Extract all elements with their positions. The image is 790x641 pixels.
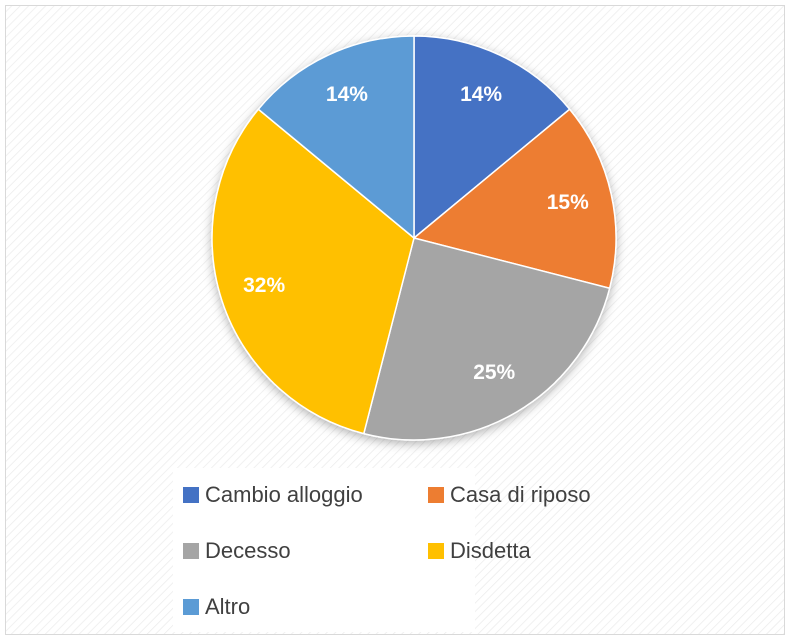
legend-swatch <box>428 543 444 559</box>
legend-label: Decesso <box>205 538 291 563</box>
pie-slice <box>413 35 571 240</box>
pie <box>211 35 617 441</box>
pie-slice <box>412 108 617 290</box>
data-label: 14% <box>326 83 368 106</box>
legend-swatch <box>183 487 199 503</box>
legend-swatch <box>183 599 199 615</box>
data-label: 32% <box>243 274 285 297</box>
pie-slice <box>362 237 611 441</box>
pie-slice <box>211 108 415 435</box>
pie-slice <box>257 35 415 240</box>
legend-swatch <box>183 543 199 559</box>
legend-box <box>173 468 475 632</box>
data-label: 15% <box>547 191 589 214</box>
data-label: 14% <box>460 83 502 106</box>
legend-label: Disdetta <box>450 538 531 563</box>
legend-label: Cambio alloggio <box>205 482 363 507</box>
legend-label: Altro <box>205 594 250 619</box>
data-label: 25% <box>473 361 515 384</box>
legend-swatch <box>428 487 444 503</box>
legend-label: Casa di riposo <box>450 482 591 507</box>
